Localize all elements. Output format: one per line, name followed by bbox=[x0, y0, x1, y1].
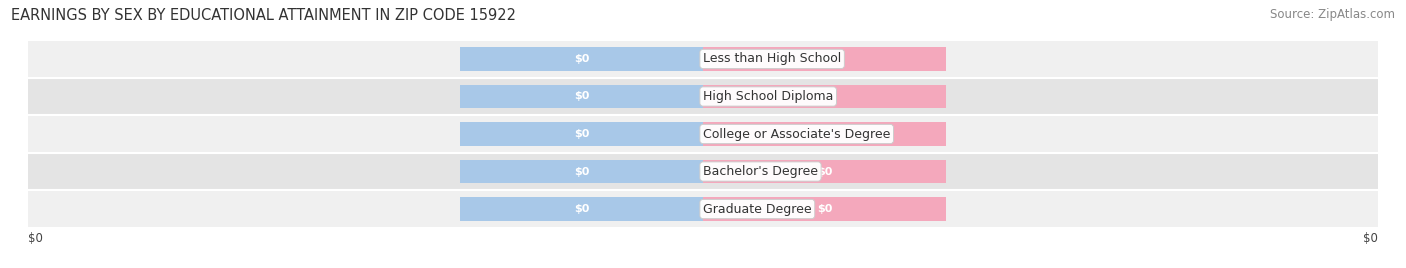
Text: $0: $0 bbox=[574, 54, 589, 64]
Text: Bachelor's Degree: Bachelor's Degree bbox=[703, 165, 818, 178]
Text: Less than High School: Less than High School bbox=[703, 53, 841, 65]
Bar bbox=[703, 198, 946, 221]
Bar bbox=[460, 47, 703, 70]
Text: $0: $0 bbox=[817, 166, 832, 177]
Bar bbox=[460, 160, 703, 183]
Bar bbox=[703, 122, 946, 146]
Bar bbox=[28, 190, 1378, 228]
Text: College or Associate's Degree: College or Associate's Degree bbox=[703, 128, 890, 140]
Text: $0: $0 bbox=[574, 129, 589, 139]
Text: High School Diploma: High School Diploma bbox=[703, 90, 834, 103]
Text: $0: $0 bbox=[574, 166, 589, 177]
Text: Graduate Degree: Graduate Degree bbox=[703, 203, 811, 215]
Text: $0: $0 bbox=[817, 129, 832, 139]
Text: Source: ZipAtlas.com: Source: ZipAtlas.com bbox=[1270, 8, 1395, 21]
Text: $0: $0 bbox=[817, 91, 832, 102]
Bar bbox=[703, 160, 946, 183]
Bar bbox=[703, 47, 946, 70]
Bar bbox=[703, 85, 946, 108]
Text: EARNINGS BY SEX BY EDUCATIONAL ATTAINMENT IN ZIP CODE 15922: EARNINGS BY SEX BY EDUCATIONAL ATTAINMEN… bbox=[11, 8, 516, 23]
Bar bbox=[460, 198, 703, 221]
Bar bbox=[28, 115, 1378, 153]
Bar bbox=[28, 153, 1378, 190]
Text: $0: $0 bbox=[1362, 232, 1378, 245]
Bar bbox=[460, 122, 703, 146]
Text: $0: $0 bbox=[574, 91, 589, 102]
Bar bbox=[460, 85, 703, 108]
Bar bbox=[28, 78, 1378, 115]
Text: $0: $0 bbox=[28, 232, 44, 245]
Text: $0: $0 bbox=[817, 204, 832, 214]
Text: $0: $0 bbox=[817, 54, 832, 64]
Bar bbox=[28, 40, 1378, 78]
Text: $0: $0 bbox=[574, 204, 589, 214]
